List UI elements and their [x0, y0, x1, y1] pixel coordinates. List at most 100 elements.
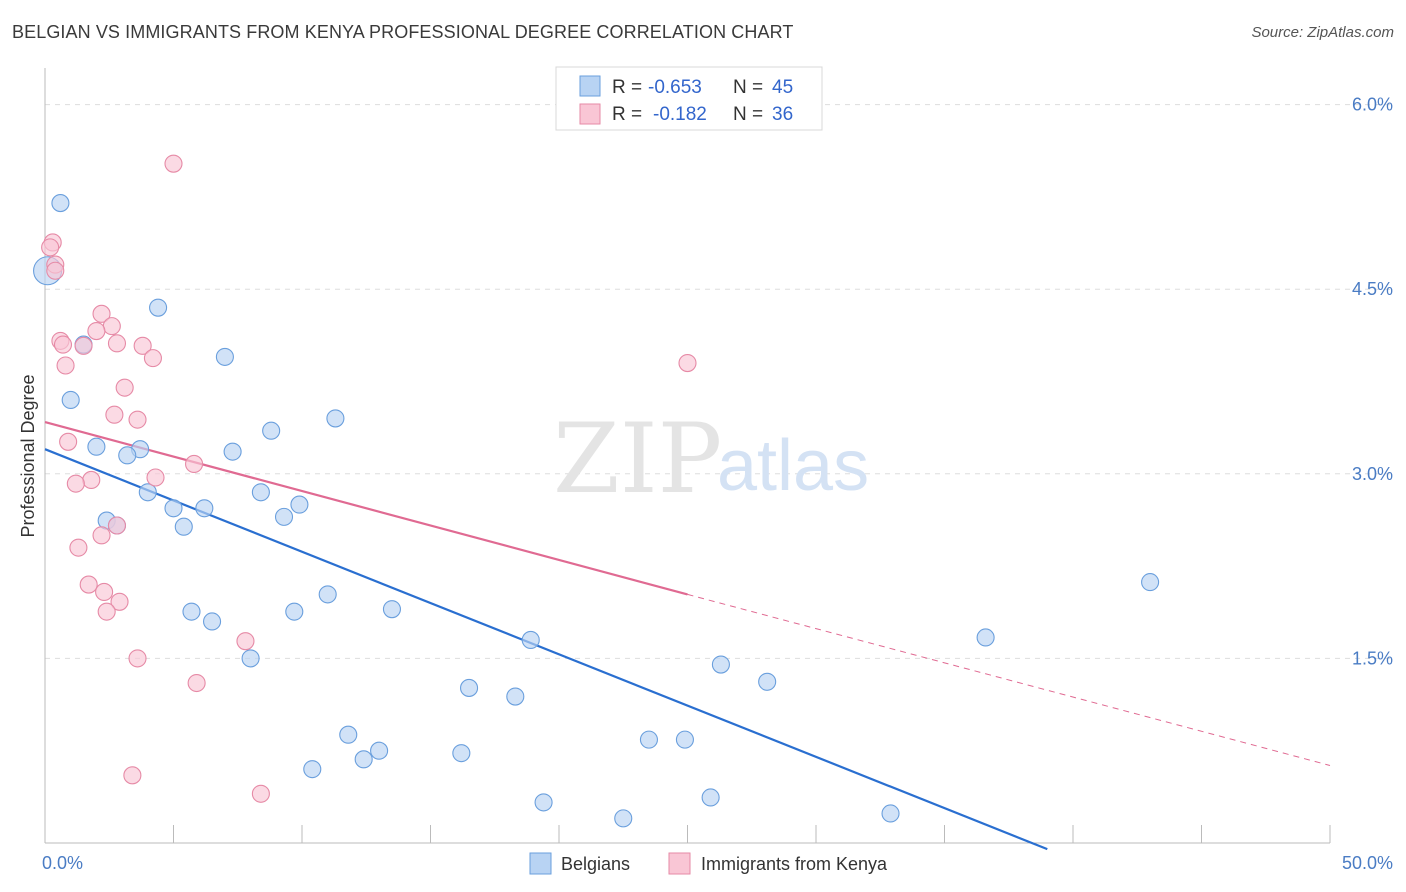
point-kenya	[56, 356, 75, 375]
point-kenya	[187, 673, 206, 693]
point-belgians	[262, 421, 281, 440]
point-belgians	[534, 793, 553, 812]
point-belgians	[285, 602, 304, 621]
trend-line-belgians	[44, 448, 1048, 851]
point-kenya	[128, 410, 147, 429]
y-tick-label: 1.5%	[1352, 648, 1393, 668]
point-belgians	[241, 649, 260, 668]
point-kenya	[128, 649, 147, 668]
point-belgians	[251, 483, 270, 502]
point-belgians	[459, 678, 479, 697]
legend-box: R = -0.653 N = 45 R = -0.182 N = 36	[555, 66, 823, 131]
point-belgians	[370, 741, 389, 760]
svg-text:R =: R =	[612, 77, 642, 98]
point-kenya	[185, 454, 204, 474]
point-kenya	[123, 766, 142, 785]
point-belgians	[614, 809, 633, 828]
bottom-legend-kenya: Immigrants from Kenya	[701, 854, 888, 874]
point-kenya	[143, 349, 162, 368]
point-kenya	[164, 154, 183, 173]
y-tick-label: 6.0%	[1352, 95, 1393, 115]
svg-text:45: 45	[772, 77, 793, 98]
point-kenya	[69, 538, 88, 557]
svg-text:50.0%: 50.0%	[1342, 853, 1393, 873]
point-kenya	[102, 317, 121, 336]
point-belgians	[326, 409, 345, 428]
point-belgians	[639, 730, 659, 749]
point-belgians	[881, 804, 900, 823]
bottom-legend-swatch-kenya	[668, 852, 691, 875]
point-kenya	[107, 334, 127, 353]
point-belgians	[675, 730, 694, 749]
point-belgians	[976, 628, 995, 647]
point-belgians	[174, 517, 193, 536]
grid-lines: 1.5% 3.0% 4.5% 6.0%	[45, 95, 1393, 668]
y-tick-label: 3.0%	[1352, 464, 1393, 484]
svg-text:N =: N =	[733, 77, 763, 98]
point-belgians	[182, 602, 201, 621]
point-kenya	[92, 304, 111, 323]
point-kenya	[59, 432, 78, 451]
point-belgians	[118, 446, 137, 465]
point-belgians	[382, 600, 402, 619]
point-belgians	[1141, 573, 1160, 592]
point-kenya	[678, 353, 697, 373]
point-kenya	[74, 336, 93, 355]
y-tick-label: 4.5%	[1352, 279, 1393, 299]
svg-text:0.0%: 0.0%	[42, 853, 83, 873]
chart-title: BELGIAN VS IMMIGRANTS FROM KENYA PROFESS…	[12, 22, 794, 42]
x-tick-label-max: 50.0%	[1342, 853, 1393, 873]
point-belgians	[339, 725, 358, 744]
point-belgians	[711, 655, 730, 674]
point-kenya	[87, 322, 106, 341]
legend-swatch-kenya	[579, 103, 601, 125]
point-belgians	[303, 760, 322, 779]
trend-line-kenya	[44, 421, 688, 596]
point-kenya	[146, 468, 165, 487]
watermark: ZIP atlas	[553, 403, 869, 515]
point-belgians	[215, 347, 234, 366]
legend-swatch-belgians	[579, 75, 601, 97]
svg-text:36: 36	[772, 104, 793, 125]
point-belgians	[164, 499, 183, 518]
svg-text:N =: N =	[733, 104, 763, 125]
point-kenya	[46, 261, 65, 280]
point-kenya	[53, 335, 73, 354]
bottom-legend-belgians: Belgians	[561, 854, 630, 874]
point-belgians	[138, 483, 157, 502]
point-belgians	[521, 630, 540, 649]
point-belgians	[87, 437, 106, 456]
point-kenya	[92, 526, 111, 545]
point-belgians	[506, 687, 525, 706]
point-kenya	[95, 582, 114, 601]
axes	[44, 68, 1331, 844]
watermark-zip: ZIP	[553, 403, 722, 515]
svg-text:R =: R =	[612, 104, 642, 125]
point-kenya	[105, 405, 124, 424]
chart-source: Source: ZipAtlas.com	[1251, 24, 1394, 41]
point-belgians	[452, 744, 471, 763]
point-kenya	[107, 516, 127, 535]
x-tick-label-min: 0.0%	[42, 853, 83, 873]
point-kenya	[97, 602, 116, 621]
point-belgians	[274, 507, 294, 526]
point-kenya	[133, 336, 152, 355]
point-belgians	[203, 612, 222, 631]
point-kenya	[236, 632, 255, 651]
point-belgians	[195, 499, 214, 518]
point-kenya	[82, 470, 101, 490]
point-kenya	[79, 575, 98, 594]
point-belgians	[149, 298, 168, 317]
trend-line-kenya-extension	[687, 593, 1331, 766]
point-belgians	[51, 194, 70, 213]
svg-text:-0.182: -0.182	[653, 104, 707, 125]
point-belgians	[354, 750, 373, 769]
point-belgians	[701, 788, 720, 807]
point-belgians	[758, 672, 777, 691]
point-belgians	[318, 585, 337, 604]
data-points	[33, 154, 1160, 828]
point-belgians	[290, 495, 309, 514]
watermark-atlas: atlas	[717, 426, 869, 506]
point-belgians	[223, 442, 242, 461]
